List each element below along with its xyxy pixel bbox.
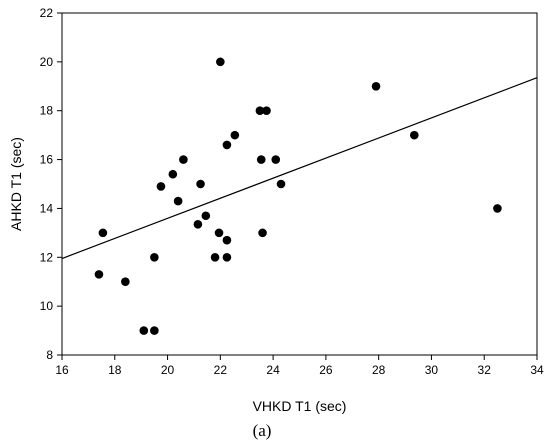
x-tick-label: 16 xyxy=(55,363,69,377)
x-tick-label: 26 xyxy=(319,363,333,377)
data-point xyxy=(139,326,149,335)
data-point xyxy=(493,204,502,213)
data-point xyxy=(230,130,240,140)
figure-caption: (a) xyxy=(253,421,272,440)
data-point xyxy=(193,220,203,229)
data-point xyxy=(214,228,224,238)
x-axis-ticks: 16 18 20 22 24 26 28 30 32 34 xyxy=(55,355,544,377)
x-tick-label: 32 xyxy=(478,363,492,377)
x-tick-label: 20 xyxy=(161,363,175,377)
plot-area-frame xyxy=(61,12,538,356)
data-point xyxy=(276,179,286,189)
data-point xyxy=(98,228,108,238)
data-point xyxy=(173,196,183,206)
y-axis-title: AHKD T1 (sec) xyxy=(8,137,24,231)
y-tick-label: 16 xyxy=(40,153,54,167)
x-tick-label: 18 xyxy=(108,363,122,377)
data-point xyxy=(216,57,225,67)
data-point xyxy=(179,155,188,164)
x-tick-label: 24 xyxy=(266,363,280,377)
data-point xyxy=(168,169,178,179)
data-point xyxy=(150,326,159,335)
data-point xyxy=(409,130,419,140)
x-tick-label: 30 xyxy=(425,363,439,377)
data-point xyxy=(121,277,130,287)
data-point xyxy=(271,155,281,164)
y-tick-label: 22 xyxy=(40,6,54,20)
data-point xyxy=(210,252,220,262)
data-point xyxy=(94,270,104,279)
y-tick-label: 20 xyxy=(40,55,54,69)
data-point xyxy=(222,235,232,245)
data-point xyxy=(156,182,166,191)
y-tick-label: 18 xyxy=(40,104,54,118)
x-tick-label: 28 xyxy=(372,363,386,377)
data-point xyxy=(196,179,205,189)
x-tick-label: 34 xyxy=(530,363,544,377)
y-tick-label: 14 xyxy=(40,201,54,215)
data-point xyxy=(222,140,232,150)
y-tick-label: 10 xyxy=(40,299,54,313)
data-point xyxy=(371,81,381,91)
x-tick-label: 22 xyxy=(214,363,228,377)
data-point xyxy=(262,106,271,116)
data-point xyxy=(201,211,211,221)
y-tick-label: 8 xyxy=(46,348,53,362)
x-axis-title: VHKD T1 (sec) xyxy=(253,398,347,414)
data-point xyxy=(222,252,232,262)
regression-line xyxy=(61,77,538,260)
y-tick-label: 12 xyxy=(40,250,54,264)
y-axis-ticks: 8 10 12 14 16 18 20 22 xyxy=(40,6,62,362)
data-point xyxy=(256,155,266,164)
data-point xyxy=(255,106,265,116)
data-point xyxy=(258,228,267,238)
data-points xyxy=(94,57,502,335)
data-point xyxy=(150,252,159,262)
